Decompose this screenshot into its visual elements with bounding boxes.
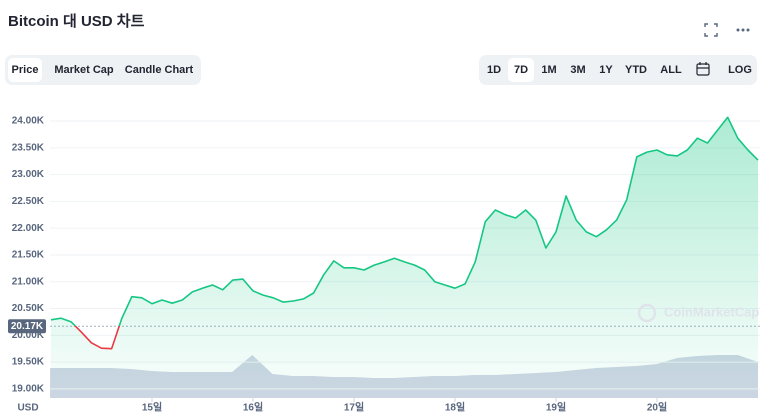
range-button[interactable]: 1M <box>541 64 556 76</box>
y-tick-label: 19.00K <box>12 384 45 395</box>
y-tick-label: 24.00K <box>12 116 45 127</box>
y-tick-label: 21.00K <box>12 276 45 287</box>
range-button[interactable]: 7D <box>514 64 528 76</box>
range-button[interactable]: 1Y <box>599 64 613 76</box>
plot <box>50 116 760 402</box>
range-button[interactable]: ALL <box>660 64 682 76</box>
x-tick-label: 19일 <box>546 401 566 414</box>
tab-button[interactable]: Market Cap <box>54 64 114 76</box>
tab-group <box>5 55 201 85</box>
watermark-logo <box>637 303 657 323</box>
range-button[interactable]: 3M <box>570 64 585 76</box>
y-tick-label: 23.00K <box>12 169 45 180</box>
y-tick-label: 20.50K <box>12 303 45 314</box>
tab-button[interactable]: Candle Chart <box>125 64 194 76</box>
x-tick-label: 15일 <box>142 401 162 414</box>
reference-label: 20.17K <box>11 321 44 332</box>
y-tick-label: 22.50K <box>12 196 45 207</box>
x-tick-label: 17일 <box>344 401 364 414</box>
price-area <box>51 117 758 399</box>
x-tick-label: 16일 <box>243 401 263 414</box>
range-button[interactable]: LOG <box>728 64 752 76</box>
y-tick-label: 21.50K <box>12 250 45 261</box>
chart-title: Bitcoin 대 USD 차트 <box>8 13 145 30</box>
y-tick-label: 20.00K <box>12 330 45 341</box>
tab-active-bg <box>8 58 42 82</box>
x-tick-label: 18일 <box>445 401 465 414</box>
range-button[interactable]: YTD <box>625 64 647 76</box>
fullscreen-icon[interactable] <box>704 23 718 37</box>
range-group <box>479 55 757 85</box>
reference-label-bg <box>8 319 46 334</box>
watermark: CoinMarketCap <box>664 304 759 319</box>
more-icon[interactable] <box>736 28 750 32</box>
x-tick-label: 20일 <box>647 401 667 414</box>
calendar-icon[interactable] <box>696 62 710 76</box>
range-active-bg <box>508 58 534 82</box>
y-tick-label: 23.50K <box>12 142 45 153</box>
y-tick-label: 22.00K <box>12 223 45 234</box>
x-axis-label: USD <box>17 403 38 414</box>
tab-button[interactable]: Price <box>12 64 39 76</box>
y-tick-label: 19.50K <box>12 357 45 368</box>
price-line <box>50 116 759 350</box>
range-button[interactable]: 1D <box>487 64 501 76</box>
